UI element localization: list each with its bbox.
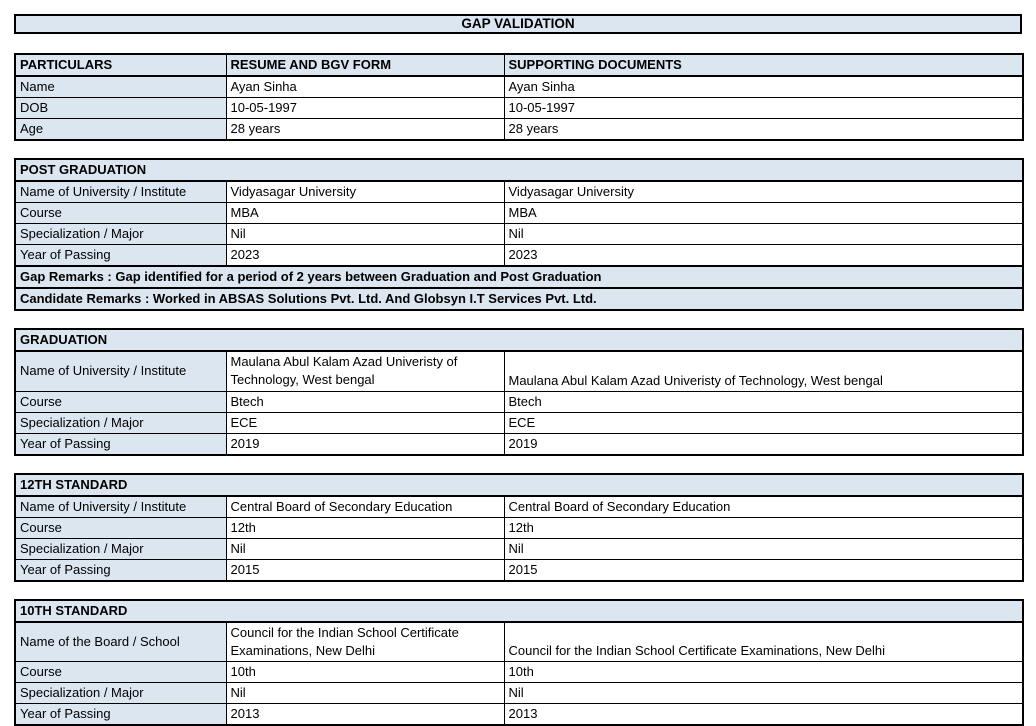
row-label-cell: Year of Passing xyxy=(15,704,226,726)
resume-value-cell: Ayan Sinha xyxy=(226,76,504,98)
supporting-value-cell: Central Board of Secondary Education xyxy=(504,496,1023,518)
resume-value-cell: MBA xyxy=(226,203,504,224)
resume-value-cell: Vidyasagar University xyxy=(226,181,504,203)
supporting-value-cell: 2013 xyxy=(504,704,1023,726)
table-row: Specialization / Major Nil Nil xyxy=(15,683,1023,704)
section-title: 10TH STANDARD xyxy=(15,600,1023,622)
table-row: Year of Passing 2023 2023 xyxy=(15,245,1023,267)
column-header-particulars: PARTICULARS xyxy=(15,54,226,76)
resume-value-cell: 2015 xyxy=(226,559,504,581)
supporting-value-cell: 2023 xyxy=(504,245,1023,267)
particulars-table: PARTICULARS RESUME AND BGV FORM SUPPORTI… xyxy=(14,53,1024,141)
resume-value-cell: Nil xyxy=(226,538,504,559)
row-label-cell: Year of Passing xyxy=(15,433,226,455)
supporting-value-cell: Nil xyxy=(504,224,1023,245)
row-label-cell: Year of Passing xyxy=(15,245,226,267)
row-label-cell: Specialization / Major xyxy=(15,538,226,559)
row-label-cell: Course xyxy=(15,203,226,224)
resume-value-cell: ECE xyxy=(226,412,504,433)
post-graduation-table: POST GRADUATION Name of University / Ins… xyxy=(14,158,1024,311)
table-row: Year of Passing 2019 2019 xyxy=(15,433,1023,455)
graduation-table: GRADUATION Name of University / Institut… xyxy=(14,328,1024,456)
particulars-header-row: PARTICULARS RESUME AND BGV FORM SUPPORTI… xyxy=(15,54,1023,76)
candidate-remarks-row: Candidate Remarks : Worked in ABSAS Solu… xyxy=(15,288,1023,310)
table-row: Course 12th 12th xyxy=(15,517,1023,538)
row-label-cell: Age xyxy=(15,119,226,141)
table-row: DOB 10-05-1997 10-05-1997 xyxy=(15,98,1023,119)
row-label-cell: Name of University / Institute xyxy=(15,351,226,391)
resume-value-cell: 2023 xyxy=(226,245,504,267)
row-label-cell: Course xyxy=(15,391,226,412)
row-label-cell: Course xyxy=(15,662,226,683)
resume-value-cell: Council for the Indian School Certificat… xyxy=(226,622,504,662)
row-label-cell: Course xyxy=(15,517,226,538)
supporting-value-cell: Council for the Indian School Certificat… xyxy=(504,622,1023,662)
section-header-row: POST GRADUATION xyxy=(15,159,1023,181)
resume-value-cell: 2019 xyxy=(226,433,504,455)
twelfth-standard-table: 12TH STANDARD Name of University / Insti… xyxy=(14,473,1024,582)
resume-value-cell: 28 years xyxy=(226,119,504,141)
table-row: Year of Passing 2013 2013 xyxy=(15,704,1023,726)
row-label-cell: Name of University / Institute xyxy=(15,496,226,518)
resume-value-cell: Nil xyxy=(226,224,504,245)
resume-value-cell: Central Board of Secondary Education xyxy=(226,496,504,518)
table-row: Name of University / Institute Vidyasaga… xyxy=(15,181,1023,203)
row-label-cell: Specialization / Major xyxy=(15,683,226,704)
table-row: Specialization / Major Nil Nil xyxy=(15,224,1023,245)
section-title: 12TH STANDARD xyxy=(15,474,1023,496)
table-row: Name of University / Institute Maulana A… xyxy=(15,351,1023,391)
table-row: Year of Passing 2015 2015 xyxy=(15,559,1023,581)
table-row: Name of the Board / School Council for t… xyxy=(15,622,1023,662)
supporting-value-cell: 28 years xyxy=(504,119,1023,141)
tenth-standard-table: 10TH STANDARD Name of the Board / School… xyxy=(14,599,1024,726)
table-row: Course Btech Btech xyxy=(15,391,1023,412)
supporting-value-cell: 2015 xyxy=(504,559,1023,581)
section-title: POST GRADUATION xyxy=(15,159,1023,181)
supporting-value-cell: 10th xyxy=(504,662,1023,683)
section-title: GRADUATION xyxy=(15,329,1023,351)
column-header-resume: RESUME AND BGV FORM xyxy=(226,54,504,76)
table-row: Course MBA MBA xyxy=(15,203,1023,224)
table-row: Name Ayan Sinha Ayan Sinha xyxy=(15,76,1023,98)
row-label-cell: Name of the Board / School xyxy=(15,622,226,662)
section-header-row: 12TH STANDARD xyxy=(15,474,1023,496)
table-row: Specialization / Major Nil Nil xyxy=(15,538,1023,559)
gap-remarks-row: Gap Remarks : Gap identified for a perio… xyxy=(15,266,1023,288)
resume-value-cell: Nil xyxy=(226,683,504,704)
table-row: Age 28 years 28 years xyxy=(15,119,1023,141)
supporting-value-cell: ECE xyxy=(504,412,1023,433)
supporting-value-cell: Btech xyxy=(504,391,1023,412)
row-label-cell: Year of Passing xyxy=(15,559,226,581)
row-label-cell: Specialization / Major xyxy=(15,412,226,433)
column-header-supporting: SUPPORTING DOCUMENTS xyxy=(504,54,1023,76)
page-title: GAP VALIDATION xyxy=(14,14,1022,34)
row-label-cell: Specialization / Major xyxy=(15,224,226,245)
supporting-value-cell: Nil xyxy=(504,538,1023,559)
table-row: Name of University / Institute Central B… xyxy=(15,496,1023,518)
supporting-value-cell: Ayan Sinha xyxy=(504,76,1023,98)
supporting-value-cell: 10-05-1997 xyxy=(504,98,1023,119)
gap-remarks-text: Gap Remarks : Gap identified for a perio… xyxy=(15,266,1023,288)
supporting-value-cell: 2019 xyxy=(504,433,1023,455)
supporting-value-cell: MBA xyxy=(504,203,1023,224)
resume-value-cell: 2013 xyxy=(226,704,504,726)
supporting-value-cell: Maulana Abul Kalam Azad Univeristy of Te… xyxy=(504,351,1023,391)
row-label-cell: DOB xyxy=(15,98,226,119)
resume-value-cell: Maulana Abul Kalam Azad Univeristy of Te… xyxy=(226,351,504,391)
resume-value-cell: Btech xyxy=(226,391,504,412)
table-row: Specialization / Major ECE ECE xyxy=(15,412,1023,433)
row-label-cell: Name of University / Institute xyxy=(15,181,226,203)
resume-value-cell: 10-05-1997 xyxy=(226,98,504,119)
resume-value-cell: 10th xyxy=(226,662,504,683)
resume-value-cell: 12th xyxy=(226,517,504,538)
row-label-cell: Name xyxy=(15,76,226,98)
table-row: Course 10th 10th xyxy=(15,662,1023,683)
supporting-value-cell: Nil xyxy=(504,683,1023,704)
supporting-value-cell: 12th xyxy=(504,517,1023,538)
candidate-remarks-text: Candidate Remarks : Worked in ABSAS Solu… xyxy=(15,288,1023,310)
section-header-row: GRADUATION xyxy=(15,329,1023,351)
section-header-row: 10TH STANDARD xyxy=(15,600,1023,622)
supporting-value-cell: Vidyasagar University xyxy=(504,181,1023,203)
